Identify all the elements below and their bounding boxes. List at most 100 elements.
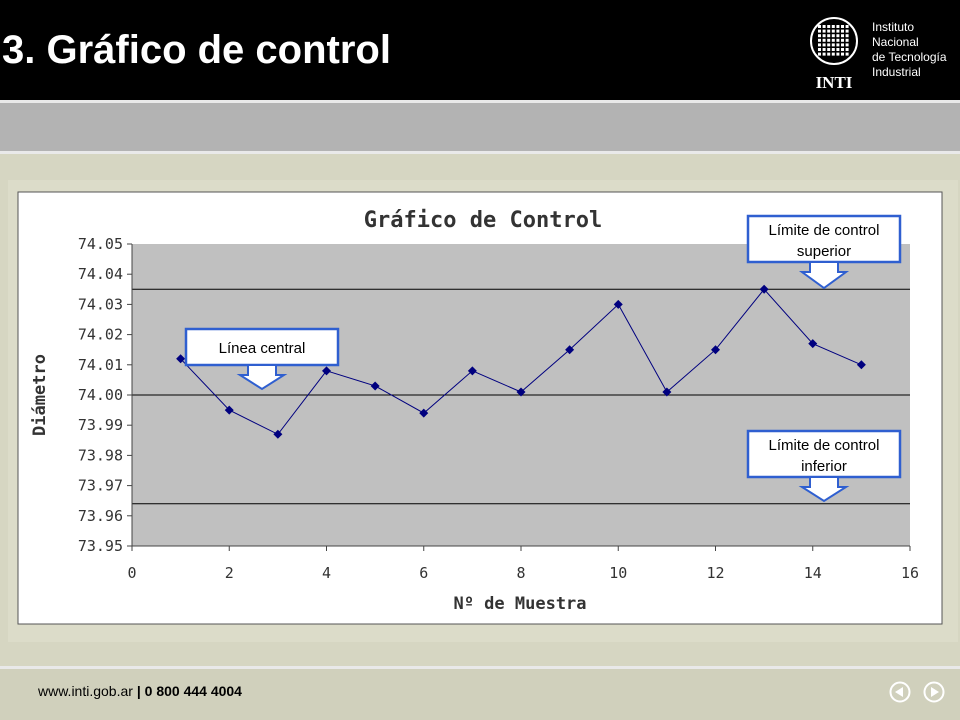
- data-point: [711, 345, 720, 355]
- x-tick-label: 8: [516, 564, 525, 582]
- logo-cell: [831, 43, 835, 47]
- logo-cell: [836, 34, 840, 38]
- logo-cell: [845, 29, 849, 33]
- logo-cell: [836, 43, 840, 47]
- y-tick-label: 74.04: [78, 265, 123, 283]
- logo-cell: [845, 43, 849, 47]
- logo-cell: [841, 52, 844, 56]
- y-tick-label: 73.95: [78, 537, 123, 555]
- callout-ucl-line2: superior: [797, 243, 851, 260]
- logo-cell: [831, 25, 835, 28]
- logo-cell: [827, 34, 831, 38]
- logo-cell: [836, 29, 840, 33]
- logo-cell: [831, 48, 835, 51]
- data-point: [467, 366, 477, 376]
- data-point: [273, 429, 283, 439]
- callout-lcl-line1: Límite de control: [769, 437, 880, 454]
- y-tick-label: 74.05: [78, 235, 123, 253]
- x-tick-label: 14: [804, 564, 822, 582]
- y-tick-label: 73.99: [78, 416, 123, 434]
- logo-cell: [822, 52, 826, 56]
- logo-cell: [841, 25, 844, 28]
- y-tick-label: 73.96: [78, 507, 123, 525]
- logo-cell: [845, 25, 849, 28]
- logo-cell: [845, 34, 849, 38]
- subheader-band: [0, 103, 960, 151]
- x-tick-label: 4: [322, 564, 331, 582]
- logo-cell: [836, 38, 840, 42]
- logo-cell: [822, 38, 826, 42]
- logo-cell: [841, 43, 844, 47]
- data-point: [808, 339, 818, 349]
- inti-logo-line: de Tecnología: [872, 50, 947, 64]
- logo-cell: [836, 25, 840, 28]
- y-tick-label: 74.01: [78, 356, 123, 374]
- logo-cell: [841, 29, 844, 33]
- control-chart: Gráfico de Control 74.05 74.04 74.03 74.02 7…: [17, 191, 943, 625]
- x-tick-label: 12: [706, 564, 724, 582]
- logo-cell: [818, 43, 821, 47]
- footer-divider: [0, 666, 960, 669]
- chart-panel: Gráfico de Control 74.05 74.04 74.03 74.02 7…: [8, 180, 958, 642]
- logo-cell: [827, 43, 831, 47]
- logo-cell: [841, 38, 844, 42]
- logo-cell: [818, 52, 821, 56]
- footer-bar: www.inti.gob.ar | 0 800 444 4004: [0, 669, 960, 720]
- callout-center-text: Línea central: [219, 340, 306, 357]
- data-point: [370, 381, 380, 391]
- next-arrow-icon[interactable]: [923, 681, 945, 703]
- footer-separator: |: [132, 683, 145, 699]
- inti-logo-line: Instituto: [872, 20, 915, 34]
- data-point: [662, 387, 672, 397]
- logo-cell: [818, 25, 821, 28]
- band-divider: [0, 151, 960, 154]
- callout-lcl: Límite de control inferior: [746, 429, 902, 503]
- footer-url[interactable]: www.inti.gob.ar: [38, 683, 133, 699]
- slide-title: 3. Gráfico de control: [2, 28, 391, 72]
- logo-cell: [845, 52, 849, 56]
- logo-cell: [822, 43, 826, 47]
- data-point: [322, 366, 331, 376]
- y-tick-label: 73.98: [78, 446, 123, 464]
- inti-logo-mark: INTI: [810, 17, 858, 92]
- logo-cell: [818, 38, 821, 42]
- callout-ucl-line1: Límite de control: [769, 222, 880, 239]
- previous-arrow-icon[interactable]: [889, 681, 911, 703]
- data-point: [224, 405, 234, 415]
- y-tick-label: 74.03: [78, 295, 123, 313]
- logo-cell: [822, 34, 826, 38]
- data-point: [759, 284, 769, 294]
- logo-cell: [831, 38, 835, 42]
- footer-phone: 0 800 444 4004: [144, 683, 242, 699]
- logo-cell: [831, 52, 835, 56]
- inti-acronym: INTI: [816, 73, 853, 92]
- y-axis-label: Diámetro: [30, 354, 50, 436]
- logo-cell: [831, 34, 835, 38]
- y-tick-label: 74.02: [78, 326, 123, 344]
- x-tick-label: 10: [609, 564, 627, 582]
- x-tick-label: 2: [225, 564, 234, 582]
- logo-cell: [845, 38, 849, 42]
- logo-cell: [841, 34, 844, 38]
- header-bar: 3. Gráfico de control INTI Instituto Nac…: [0, 0, 960, 100]
- y-tick-label: 74.00: [78, 386, 123, 404]
- logo-cell: [827, 52, 831, 56]
- logo-cell: [818, 48, 821, 51]
- data-point: [613, 299, 623, 309]
- logo-cell: [845, 48, 849, 51]
- logo-cell: [836, 52, 840, 56]
- data-point: [856, 360, 866, 370]
- logo-cell: [822, 25, 826, 28]
- x-tick-label: 0: [127, 564, 136, 582]
- data-point: [176, 354, 186, 364]
- inti-logo-line: Industrial: [872, 65, 921, 79]
- x-tick-label: 16: [901, 564, 919, 582]
- logo-cell: [818, 34, 821, 38]
- logo-cell: [827, 25, 831, 28]
- x-tick-label: 6: [419, 564, 428, 582]
- logo-cell: [822, 48, 826, 51]
- logo-cell: [827, 29, 831, 33]
- logo-cell: [841, 48, 844, 51]
- inti-logo-line: Nacional: [872, 35, 919, 49]
- logo-cell: [836, 48, 840, 51]
